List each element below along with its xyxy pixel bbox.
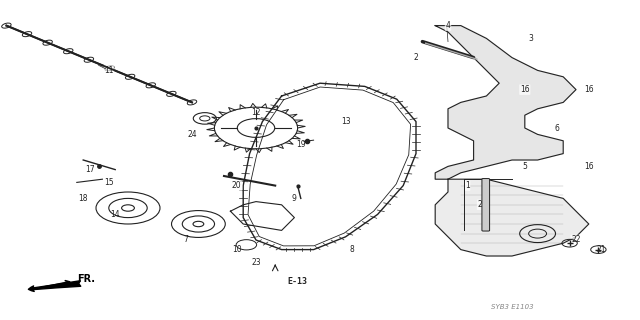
Text: 21: 21 bbox=[597, 245, 606, 254]
Text: 15: 15 bbox=[104, 178, 114, 187]
Text: 24: 24 bbox=[187, 130, 197, 139]
Text: 8: 8 bbox=[349, 245, 355, 254]
Text: 23: 23 bbox=[251, 258, 261, 267]
Text: 9: 9 bbox=[292, 194, 297, 203]
Text: 4: 4 bbox=[445, 21, 451, 30]
FancyBboxPatch shape bbox=[482, 179, 490, 231]
Text: 16: 16 bbox=[584, 85, 594, 94]
Text: 14: 14 bbox=[110, 210, 120, 219]
Text: 16: 16 bbox=[520, 85, 530, 94]
Text: E-13: E-13 bbox=[287, 277, 308, 286]
Text: 13: 13 bbox=[340, 117, 351, 126]
Text: 2: 2 bbox=[477, 200, 483, 209]
Text: 22: 22 bbox=[572, 236, 580, 244]
Text: SYB3 E1103: SYB3 E1103 bbox=[491, 304, 533, 310]
Text: 11: 11 bbox=[104, 66, 113, 75]
Text: 2: 2 bbox=[413, 53, 419, 62]
Polygon shape bbox=[435, 26, 576, 179]
Text: 1: 1 bbox=[465, 181, 470, 190]
Text: 5: 5 bbox=[522, 162, 527, 171]
Text: 19: 19 bbox=[296, 140, 306, 148]
Text: FR.: FR. bbox=[41, 274, 95, 287]
Text: 16: 16 bbox=[584, 162, 594, 171]
Text: 17: 17 bbox=[84, 165, 95, 174]
Text: 6: 6 bbox=[554, 124, 559, 132]
Polygon shape bbox=[435, 179, 589, 256]
Text: 12: 12 bbox=[252, 108, 260, 116]
Text: 7: 7 bbox=[183, 236, 188, 244]
Text: 3: 3 bbox=[529, 34, 534, 43]
Text: 10: 10 bbox=[232, 245, 242, 254]
Text: 20: 20 bbox=[232, 181, 242, 190]
Text: 18: 18 bbox=[79, 194, 88, 203]
